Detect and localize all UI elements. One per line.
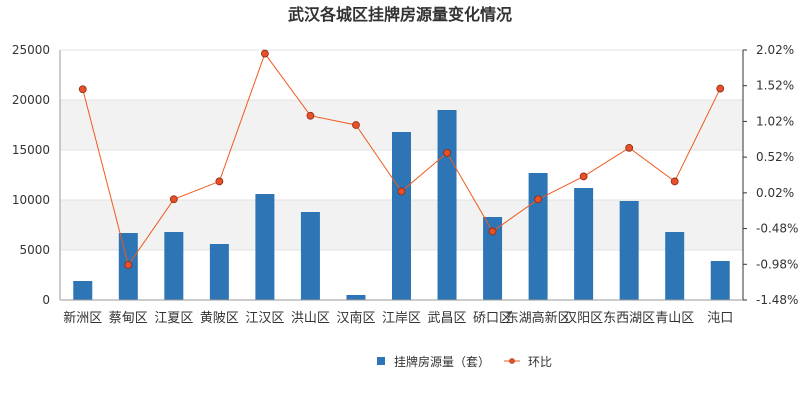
category-label: 江汉区 xyxy=(245,311,284,326)
line-point xyxy=(260,49,269,58)
category-label: 汉南区 xyxy=(336,310,375,326)
left-axis-ticks: 0 5000 10000 15000 20000 25000 xyxy=(12,43,50,307)
line-point xyxy=(78,85,87,94)
line-point xyxy=(534,195,542,204)
category-label: 青山区 xyxy=(655,311,694,326)
right-tick-label: 1.02% xyxy=(756,114,794,128)
category-label: 新洲区 xyxy=(63,310,102,326)
right-tick-label: -1.48% xyxy=(756,293,798,307)
right-tick-label: -0.98% xyxy=(756,257,798,271)
bar xyxy=(255,194,275,300)
line-point xyxy=(579,172,588,181)
bar xyxy=(73,281,93,300)
right-tick-label: 1.52% xyxy=(756,79,794,93)
category-label: 东湖高新区 xyxy=(506,310,571,326)
bar xyxy=(392,132,411,300)
bar xyxy=(437,110,457,300)
left-tick-label: 20000 xyxy=(12,93,50,107)
right-tick-label: 2.02% xyxy=(756,43,794,57)
right-tick-label: 0.52% xyxy=(756,150,794,164)
legend-line-label: 环比 xyxy=(528,355,552,369)
right-tick-label: -0.48% xyxy=(756,222,798,236)
line-point xyxy=(215,177,224,186)
line-point xyxy=(625,143,634,152)
bar xyxy=(619,201,639,300)
category-label: 硚口区 xyxy=(473,311,512,326)
line-point xyxy=(124,261,133,269)
line-series xyxy=(78,49,725,269)
chart-title: 武汉各城区挂牌房源量变化情况 xyxy=(288,5,512,24)
line-point xyxy=(352,121,360,129)
bar xyxy=(346,295,366,300)
line-point xyxy=(397,187,406,196)
category-label: 汉阳区 xyxy=(564,311,603,326)
category-label: 沌口 xyxy=(707,311,733,326)
legend: 挂牌房源量（套） 环比 xyxy=(377,354,552,369)
left-tick-label: 5000 xyxy=(19,243,50,257)
line-point xyxy=(169,195,178,204)
left-tick-label: 10000 xyxy=(12,193,50,207)
right-axis-ticks: -1.48% -0.98% -0.48% 0.02% 0.52% 1.02% 1.52% 2.… xyxy=(743,43,798,307)
left-tick-label: 0 xyxy=(42,293,50,307)
bar xyxy=(300,212,320,300)
line-point xyxy=(716,84,725,93)
category-label: 黄陂区 xyxy=(200,310,239,326)
legend-line-marker xyxy=(509,358,515,364)
category-label: 蔡甸区 xyxy=(109,311,148,326)
legend-bar-label: 挂牌房源量（套） xyxy=(394,354,490,369)
bar xyxy=(209,244,229,300)
bar xyxy=(574,188,594,300)
bar xyxy=(483,217,503,300)
bar xyxy=(528,173,548,300)
line-point xyxy=(306,111,315,120)
category-label: 东西湖区 xyxy=(603,311,655,326)
bar xyxy=(665,232,685,300)
bar xyxy=(710,261,730,300)
bar xyxy=(164,232,184,300)
category-label: 江岸区 xyxy=(382,311,421,326)
line-point xyxy=(670,177,679,186)
left-tick-label: 15000 xyxy=(12,143,50,157)
category-label: 江夏区 xyxy=(154,311,193,326)
right-tick-label: 0.02% xyxy=(756,186,794,200)
line-point xyxy=(488,227,497,236)
legend-bar-swatch xyxy=(377,357,385,365)
axes xyxy=(59,50,744,301)
line-point xyxy=(443,148,451,157)
category-label: 洪山区 xyxy=(291,311,330,326)
left-tick-label: 25000 xyxy=(12,43,50,57)
category-label: 武昌区 xyxy=(428,311,467,326)
